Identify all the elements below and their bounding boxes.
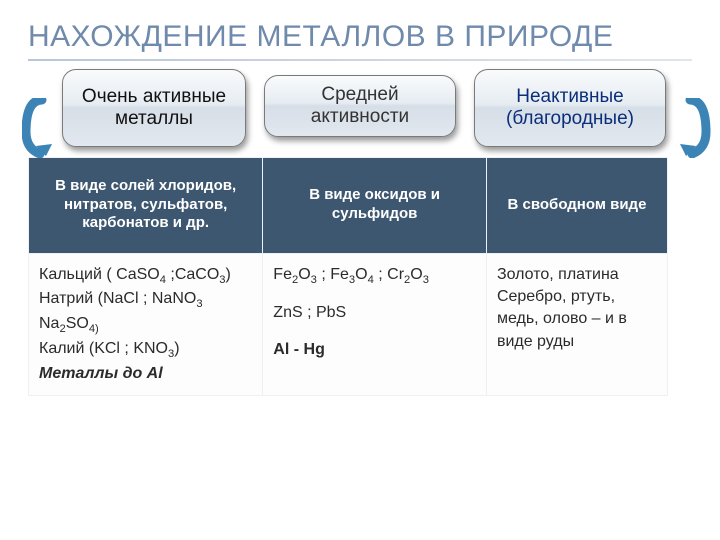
sub: 3 [423,274,429,286]
t: Золото, платина Серебро, ртуть, медь, ол… [497,266,627,350]
t: SO [66,315,89,332]
page-title: НАХОЖДЕНИЕ МЕТАЛЛОВ В ПРИРОДЕ [28,20,692,55]
t: Калий (KCl ; KNO [39,340,168,357]
category-label: Очень активные металлы [75,86,233,130]
curve-arrow-left-icon [22,98,62,158]
cell-free: Золото, платина Серебро, ртуть, медь, ол… [486,253,667,396]
t: ; Fe [317,266,349,283]
t: ;CaCO [166,266,219,283]
category-label: Средней активности [277,84,443,128]
col-header-salts: В виде солей хлоридов, нитратов, сульфат… [29,157,263,253]
t: ) [226,266,231,283]
t: O [355,266,367,283]
t: ; Cr [374,266,404,283]
table-row: Кальций ( CaSO4 ;CaCO3) Натрий (NaCl ; N… [29,253,668,396]
col-header-oxides: В виде оксидов и сульфидов [263,157,487,253]
cell-oxides: Fe2O3 ; Fe3O4 ; Cr2O3 ZnS ; PbS Al - Hg [263,253,487,396]
curve-arrow-right-icon [672,98,712,158]
al-hg-range: Al - Hg [273,341,325,358]
t: Fe [273,266,292,283]
t: O [298,266,310,283]
title-underline [28,59,692,61]
spacer [273,288,476,302]
t: ) [174,340,179,357]
sub: 4) [89,323,99,335]
category-pill-medium: Средней активности [264,75,456,137]
cell-salts: Кальций ( CaSO4 ;CaCO3) Натрий (NaCl ; N… [29,253,263,396]
slide: НАХОЖДЕНИЕ МЕТАЛЛОВ В ПРИРОДЕ Очень акти… [0,0,720,540]
t: ZnS ; PbS [273,304,346,321]
t: Натрий (NaCl ; NaNO [39,290,196,307]
spacer [273,325,476,339]
category-row: Очень активные металлы Средней активност… [62,69,692,147]
t: Кальций ( CaSO [39,266,160,283]
category-pill-very-active: Очень активные металлы [62,69,246,147]
col-header-free: В свободном виде [486,157,667,253]
metals-before-al: Металлы до Al [39,365,163,382]
t: Na [39,315,59,332]
table-header-row: В виде солей хлоридов, нитратов, сульфат… [29,157,668,253]
sub: 3 [196,299,202,311]
category-label: Неактивные (благородные) [487,86,653,130]
t: O [410,266,422,283]
category-pill-noble: Неактивные (благородные) [474,69,666,147]
metals-table: В виде солей хлоридов, нитратов, сульфат… [28,157,668,397]
